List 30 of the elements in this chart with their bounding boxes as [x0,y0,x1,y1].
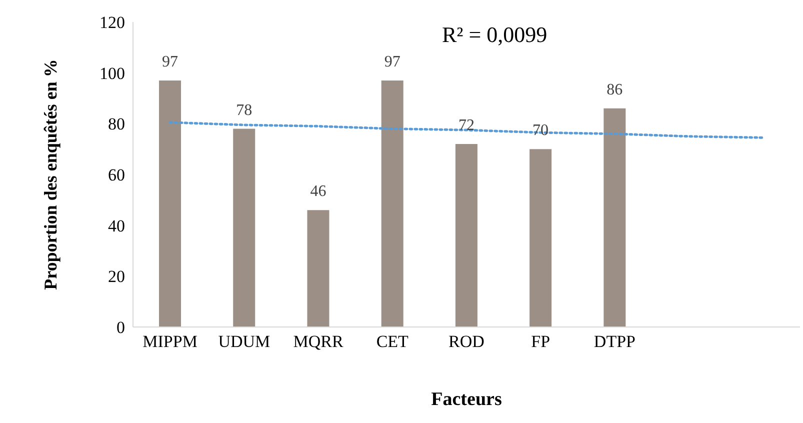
y-tick-label: 120 [100,13,125,32]
y-axis-title: Proportion des enquêtés en % [40,59,60,290]
x-tick-label: FP [531,332,550,352]
bar [159,80,181,327]
data-label: 86 [606,81,623,98]
x-axis-title: Facteurs [431,389,502,410]
x-tick-label: ROD [448,332,484,352]
x-tick-label: CET [376,332,410,352]
bar [307,210,330,327]
x-tick-label: MIPPM [142,332,198,352]
x-tick-label: DTPP [594,332,636,352]
y-tick-label: 80 [108,114,125,134]
bar [604,108,626,327]
x-tick-label: UDUM [218,332,270,352]
y-tick-label: 20 [108,267,125,286]
bar [530,149,552,327]
data-label: 97 [162,53,178,70]
y-tick-label: 60 [108,166,125,185]
x-tick-label: MQRR [293,332,344,352]
bar [381,80,404,327]
bar [455,144,478,327]
data-label: 46 [310,183,326,200]
annotation: R² = 0,0099 [442,22,548,48]
y-tick-label: 0 [116,318,125,338]
data-label: 78 [236,102,252,119]
y-tick-label: 100 [100,64,125,83]
y-tick-label: 40 [108,216,125,236]
bar [233,128,256,327]
line-series [168,121,764,139]
data-label: 97 [384,53,400,70]
